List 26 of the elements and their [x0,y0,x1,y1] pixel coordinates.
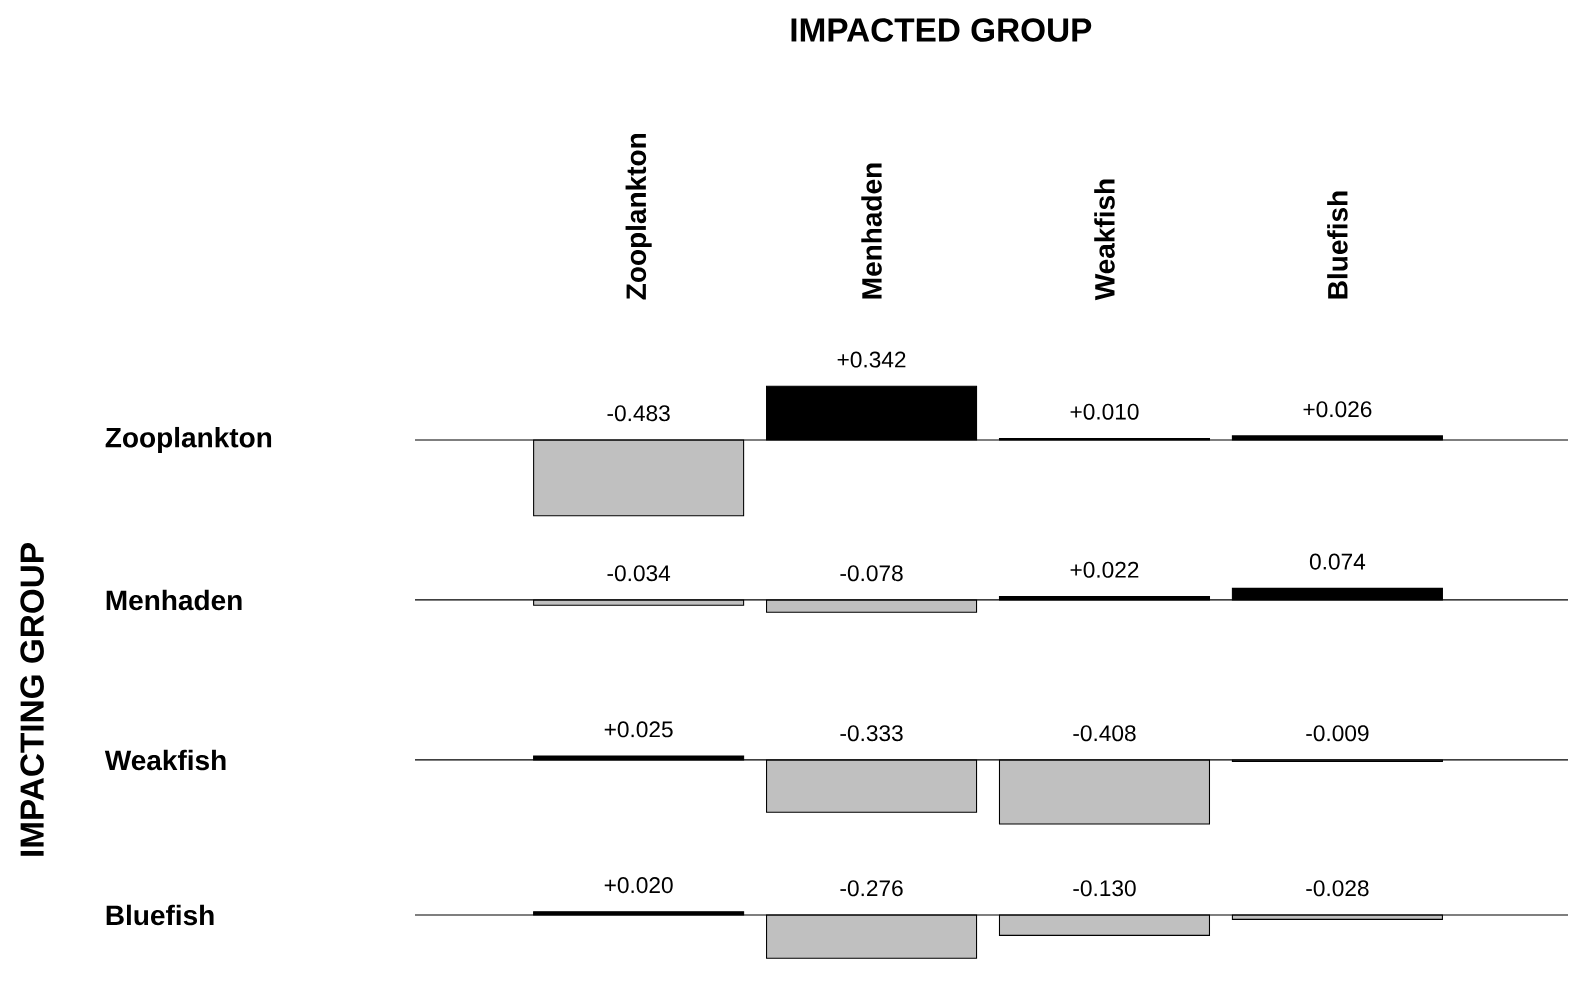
y-axis-title: Menhaden [106,589,242,611]
x-tick-label: Bluefish [1327,191,1348,299]
x-tick-label: Menhaden [861,163,882,299]
data-label: +0.020 [604,877,673,894]
data-label: -0.034 [607,565,671,582]
data-label: -0.483 [607,405,670,422]
data-label: +0.342 [837,351,906,368]
y-axis-title: Weakfish [104,749,226,771]
x-tick-label: Zooplankton [625,134,652,300]
data-label: -0.028 [1306,880,1369,897]
chart-title: IMPACTED GROUP [791,18,1092,42]
data-label: 0.074 [1309,553,1366,570]
data-label: -0.333 [840,725,903,742]
data-label: +0.025 [604,721,673,738]
data-label: -0.078 [840,565,903,582]
data-label: -0.130 [1073,880,1136,897]
data-label: +0.022 [1070,561,1139,578]
x-tick-label: Weakfish [1094,179,1115,301]
y-axis-title: Bluefish [106,904,214,926]
data-label: +0.010 [1070,403,1139,420]
y-axis-title: Zooplankton [105,426,272,454]
data-label: +0.026 [1303,401,1372,418]
data-label: -0.276 [840,880,903,897]
data-label: -0.009 [1306,725,1369,742]
text: IMPACTING GROUP [20,543,44,856]
data-label: -0.408 [1073,725,1136,742]
